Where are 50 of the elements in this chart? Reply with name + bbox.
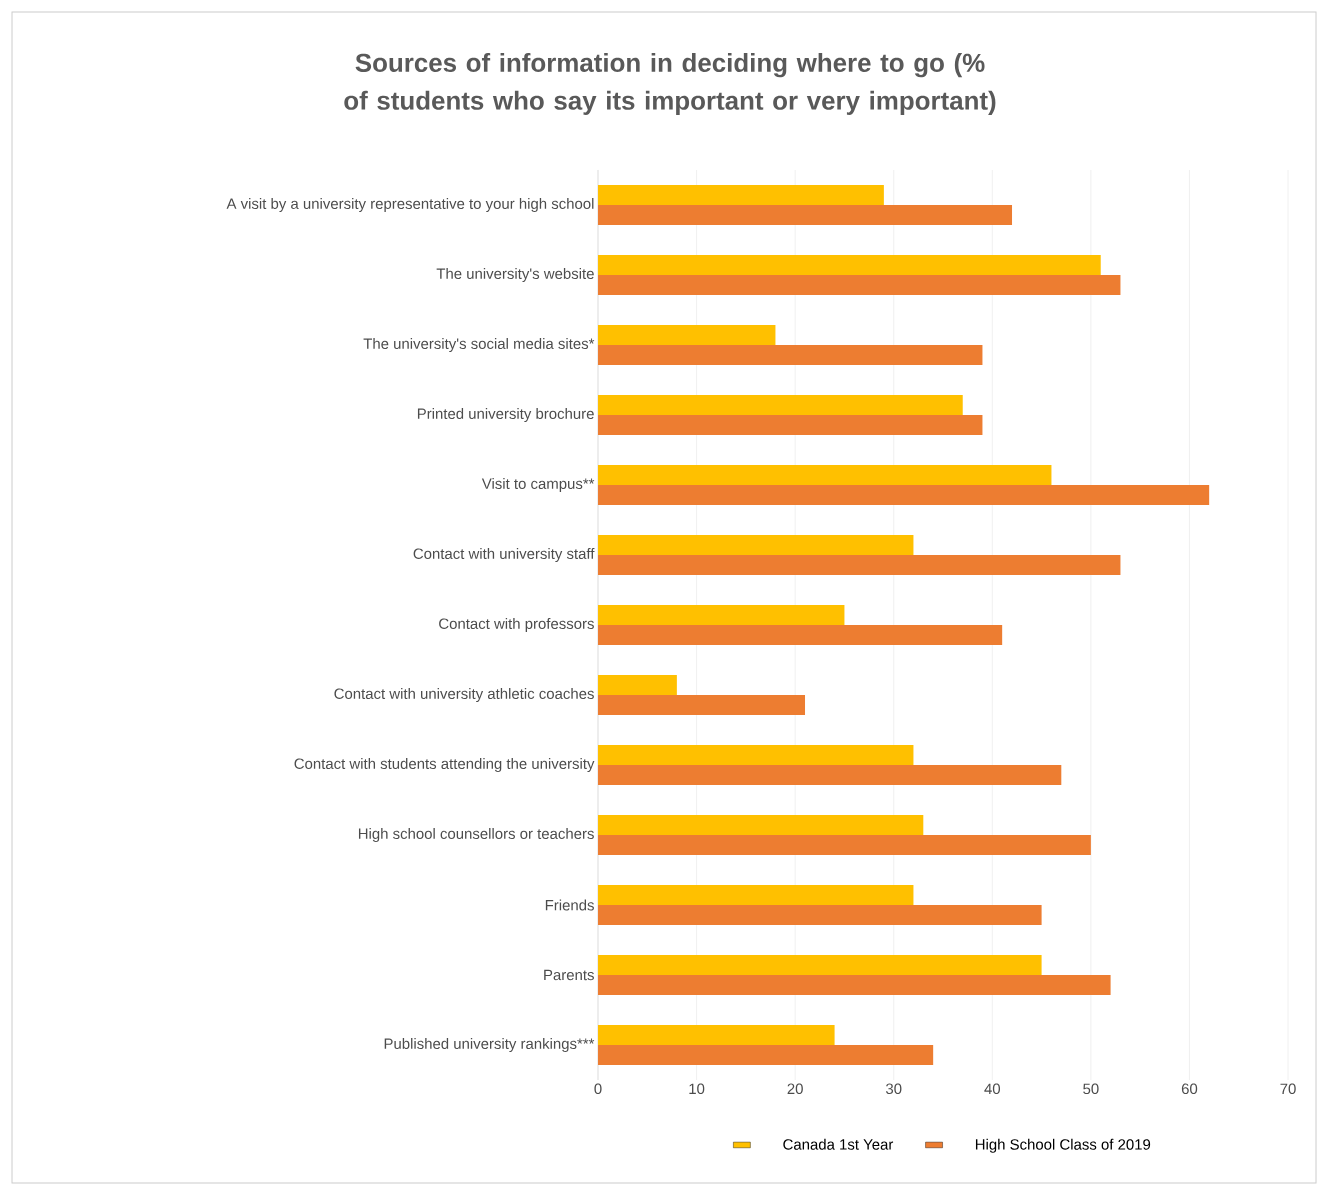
bar <box>598 815 924 836</box>
y-tick-label: Printed university brochure <box>417 408 594 422</box>
legend-label: Canada 1st Year <box>783 1138 894 1150</box>
x-tick-label: 0 <box>594 1083 602 1095</box>
x-tick-label: 70 <box>1280 1083 1296 1095</box>
bar <box>598 485 1210 505</box>
bar <box>598 625 1003 645</box>
bar <box>598 905 1042 926</box>
legend-label: High School Class of 2019 <box>975 1138 1151 1153</box>
y-tick-label: Friends <box>545 899 594 911</box>
x-tick-label: 30 <box>885 1083 902 1095</box>
bar <box>598 204 1013 225</box>
bar <box>598 765 1062 786</box>
bar <box>598 835 1091 856</box>
x-tick-label: 40 <box>984 1083 1001 1095</box>
bar <box>598 274 1121 295</box>
bar <box>598 184 884 205</box>
bar <box>598 345 983 365</box>
x-tick-label: 60 <box>1181 1083 1198 1095</box>
y-tick-label: Contact with students attending the university <box>294 758 595 772</box>
bar <box>598 555 1121 575</box>
bar <box>598 535 914 555</box>
bar <box>598 254 1101 275</box>
bar <box>598 695 806 715</box>
y-tick-label: High school counsellors or teachers <box>358 828 594 842</box>
x-tick-label: 10 <box>689 1083 705 1095</box>
bar <box>598 975 1111 996</box>
x-tick-label: 50 <box>1083 1083 1099 1095</box>
y-tick-label: Contact with university staff <box>413 548 595 562</box>
bar <box>598 324 776 345</box>
y-tick-label: Published university rankings*** <box>384 1038 595 1052</box>
bar <box>598 395 963 415</box>
y-tick-label: Contact with university athletic coaches <box>334 688 594 702</box>
bar <box>598 885 914 906</box>
x-tick-label: 20 <box>787 1083 803 1095</box>
bar <box>598 465 1052 485</box>
bar <box>598 745 914 766</box>
bar <box>598 1025 835 1046</box>
y-tick-label: The university's website <box>436 268 594 282</box>
bar <box>598 605 845 625</box>
y-tick-label: A visit by a university representative to your high school <box>226 198 594 212</box>
chart-title: Sources of information in deciding where to go (% of students who say its important or very important) <box>344 52 996 115</box>
bar <box>598 415 983 435</box>
bar <box>598 955 1042 976</box>
bar <box>598 1045 934 1066</box>
y-tick-label: Visit to campus** <box>481 478 595 492</box>
bar <box>598 675 677 695</box>
y-tick-label: Parents <box>544 969 594 981</box>
y-tick-label: The university's social media sites* <box>363 338 595 352</box>
y-tick-label: Contact with professors <box>439 618 594 632</box>
